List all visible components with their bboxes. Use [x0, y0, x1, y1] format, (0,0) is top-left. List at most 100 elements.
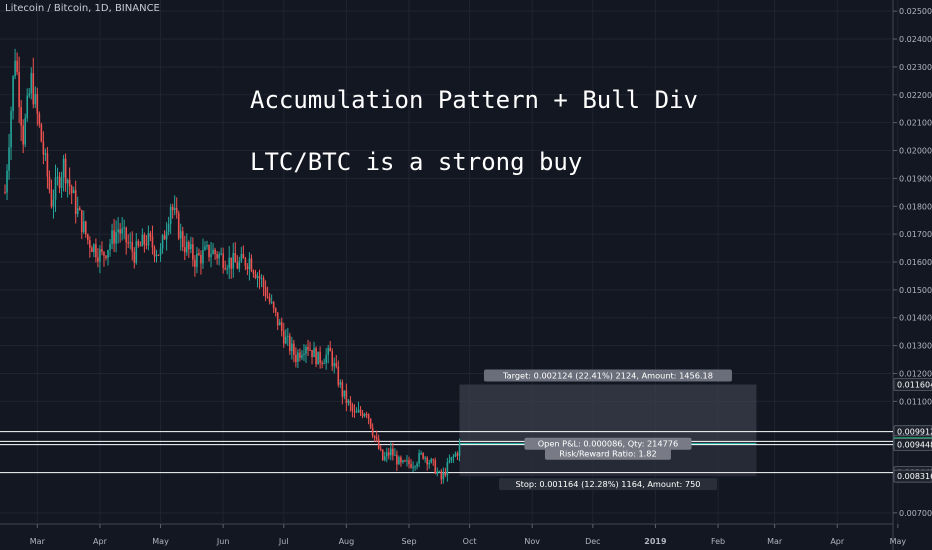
candle-body	[284, 336, 287, 344]
candle-body	[40, 124, 43, 142]
candle-body	[297, 352, 299, 362]
candle-body	[392, 448, 394, 456]
candle-body	[424, 457, 426, 459]
candle-body	[254, 273, 257, 278]
candle-body	[74, 190, 77, 215]
candle-body	[390, 448, 392, 456]
x-tick-label: Nov	[524, 537, 540, 546]
candle-body	[448, 460, 451, 463]
candle-body	[20, 107, 22, 126]
candle-body	[171, 206, 174, 211]
candle-body	[46, 153, 49, 177]
candle-body	[157, 254, 160, 256]
candle-body	[70, 186, 73, 194]
candle-body	[155, 254, 158, 257]
candle-body	[278, 322, 281, 326]
chart-title: Litecoin / Bitcoin, 1D, BINANCE	[5, 3, 160, 14]
candle-body	[383, 456, 386, 461]
candle-body	[72, 190, 75, 194]
candle-body	[329, 347, 332, 352]
candle-body	[14, 60, 16, 77]
candle-body	[287, 335, 289, 337]
stop-label: Stop: 0.001164 (12.28%) 1164, Amount: 75…	[515, 479, 700, 489]
price-label-stop-badge	[893, 469, 932, 483]
candle-body	[394, 454, 396, 456]
candle-body	[414, 466, 416, 468]
candle-body	[262, 278, 265, 288]
candle-body	[80, 210, 83, 233]
candle-body	[309, 349, 311, 351]
candle-body	[432, 459, 435, 461]
horizontal-lines[interactable]	[0, 431, 893, 474]
candle-body	[305, 346, 307, 354]
candle-body	[355, 411, 358, 413]
candle-body	[293, 343, 295, 355]
candle-body	[282, 330, 285, 344]
candle-body	[347, 400, 350, 403]
x-tick-label: Feb	[711, 537, 725, 546]
candle-body	[97, 257, 99, 262]
candle-body	[337, 366, 340, 385]
annotation-accumulation[interactable]: Accumulation Pattern + Bull Div	[250, 86, 698, 114]
open-pnl-label-bg	[524, 437, 692, 450]
candle-body	[105, 255, 107, 259]
candle-body	[400, 457, 402, 463]
candle-body	[420, 453, 422, 455]
candle-body	[32, 73, 35, 105]
x-tick-label: Apr	[830, 537, 845, 546]
candle-body	[339, 382, 342, 385]
candle-body	[440, 471, 443, 480]
candle-body	[68, 179, 71, 187]
candle-body	[236, 262, 239, 269]
candle-body	[206, 244, 208, 247]
candle-body	[252, 271, 255, 274]
candle-body	[234, 253, 237, 263]
candle-body	[258, 275, 261, 279]
candle-body	[343, 390, 346, 397]
candle-body	[402, 460, 404, 463]
candle-body	[169, 206, 172, 224]
candle-body	[8, 147, 10, 171]
x-tick-label: Aug	[339, 537, 355, 546]
candle-body	[450, 457, 453, 461]
candle-body	[127, 242, 130, 244]
candle-body	[291, 343, 293, 352]
annotation-strong-buy[interactable]: LTC/BTC is a strong buy	[250, 148, 583, 176]
candle-body	[111, 230, 113, 244]
candle-body	[317, 351, 319, 365]
candle-body	[82, 221, 85, 233]
candle-body	[218, 254, 220, 259]
candle-body	[12, 76, 14, 112]
candle-body	[163, 235, 166, 240]
candle-body	[212, 249, 214, 255]
candle-body	[183, 247, 186, 253]
candle-body	[42, 141, 45, 155]
position-tool[interactable]	[459, 384, 757, 477]
candle-body	[404, 460, 406, 462]
candle-body	[52, 199, 55, 207]
candle-body	[426, 457, 428, 465]
candle-body	[224, 268, 226, 270]
x-tick-label: Sep	[401, 537, 416, 546]
candle-body	[430, 459, 433, 463]
candle-body	[36, 94, 39, 114]
candle-body	[95, 244, 97, 258]
candle-body	[307, 346, 309, 350]
candle-body	[34, 94, 37, 105]
time-axis[interactable]: Mar Apr May Jun Jul Aug Sep Oct Nov Dec 2019 Feb Mar…	[30, 524, 932, 546]
x-tick-label: Mar	[30, 537, 46, 546]
candle-body	[56, 176, 59, 178]
candle-body	[196, 253, 198, 267]
candle-body	[58, 176, 61, 188]
stop-label-bg	[498, 478, 717, 491]
candle-body	[54, 177, 57, 200]
candle-body	[109, 243, 111, 251]
candle-body	[274, 308, 277, 313]
candle-body	[266, 296, 269, 298]
candle-body	[345, 390, 348, 403]
candle-body	[188, 242, 190, 250]
